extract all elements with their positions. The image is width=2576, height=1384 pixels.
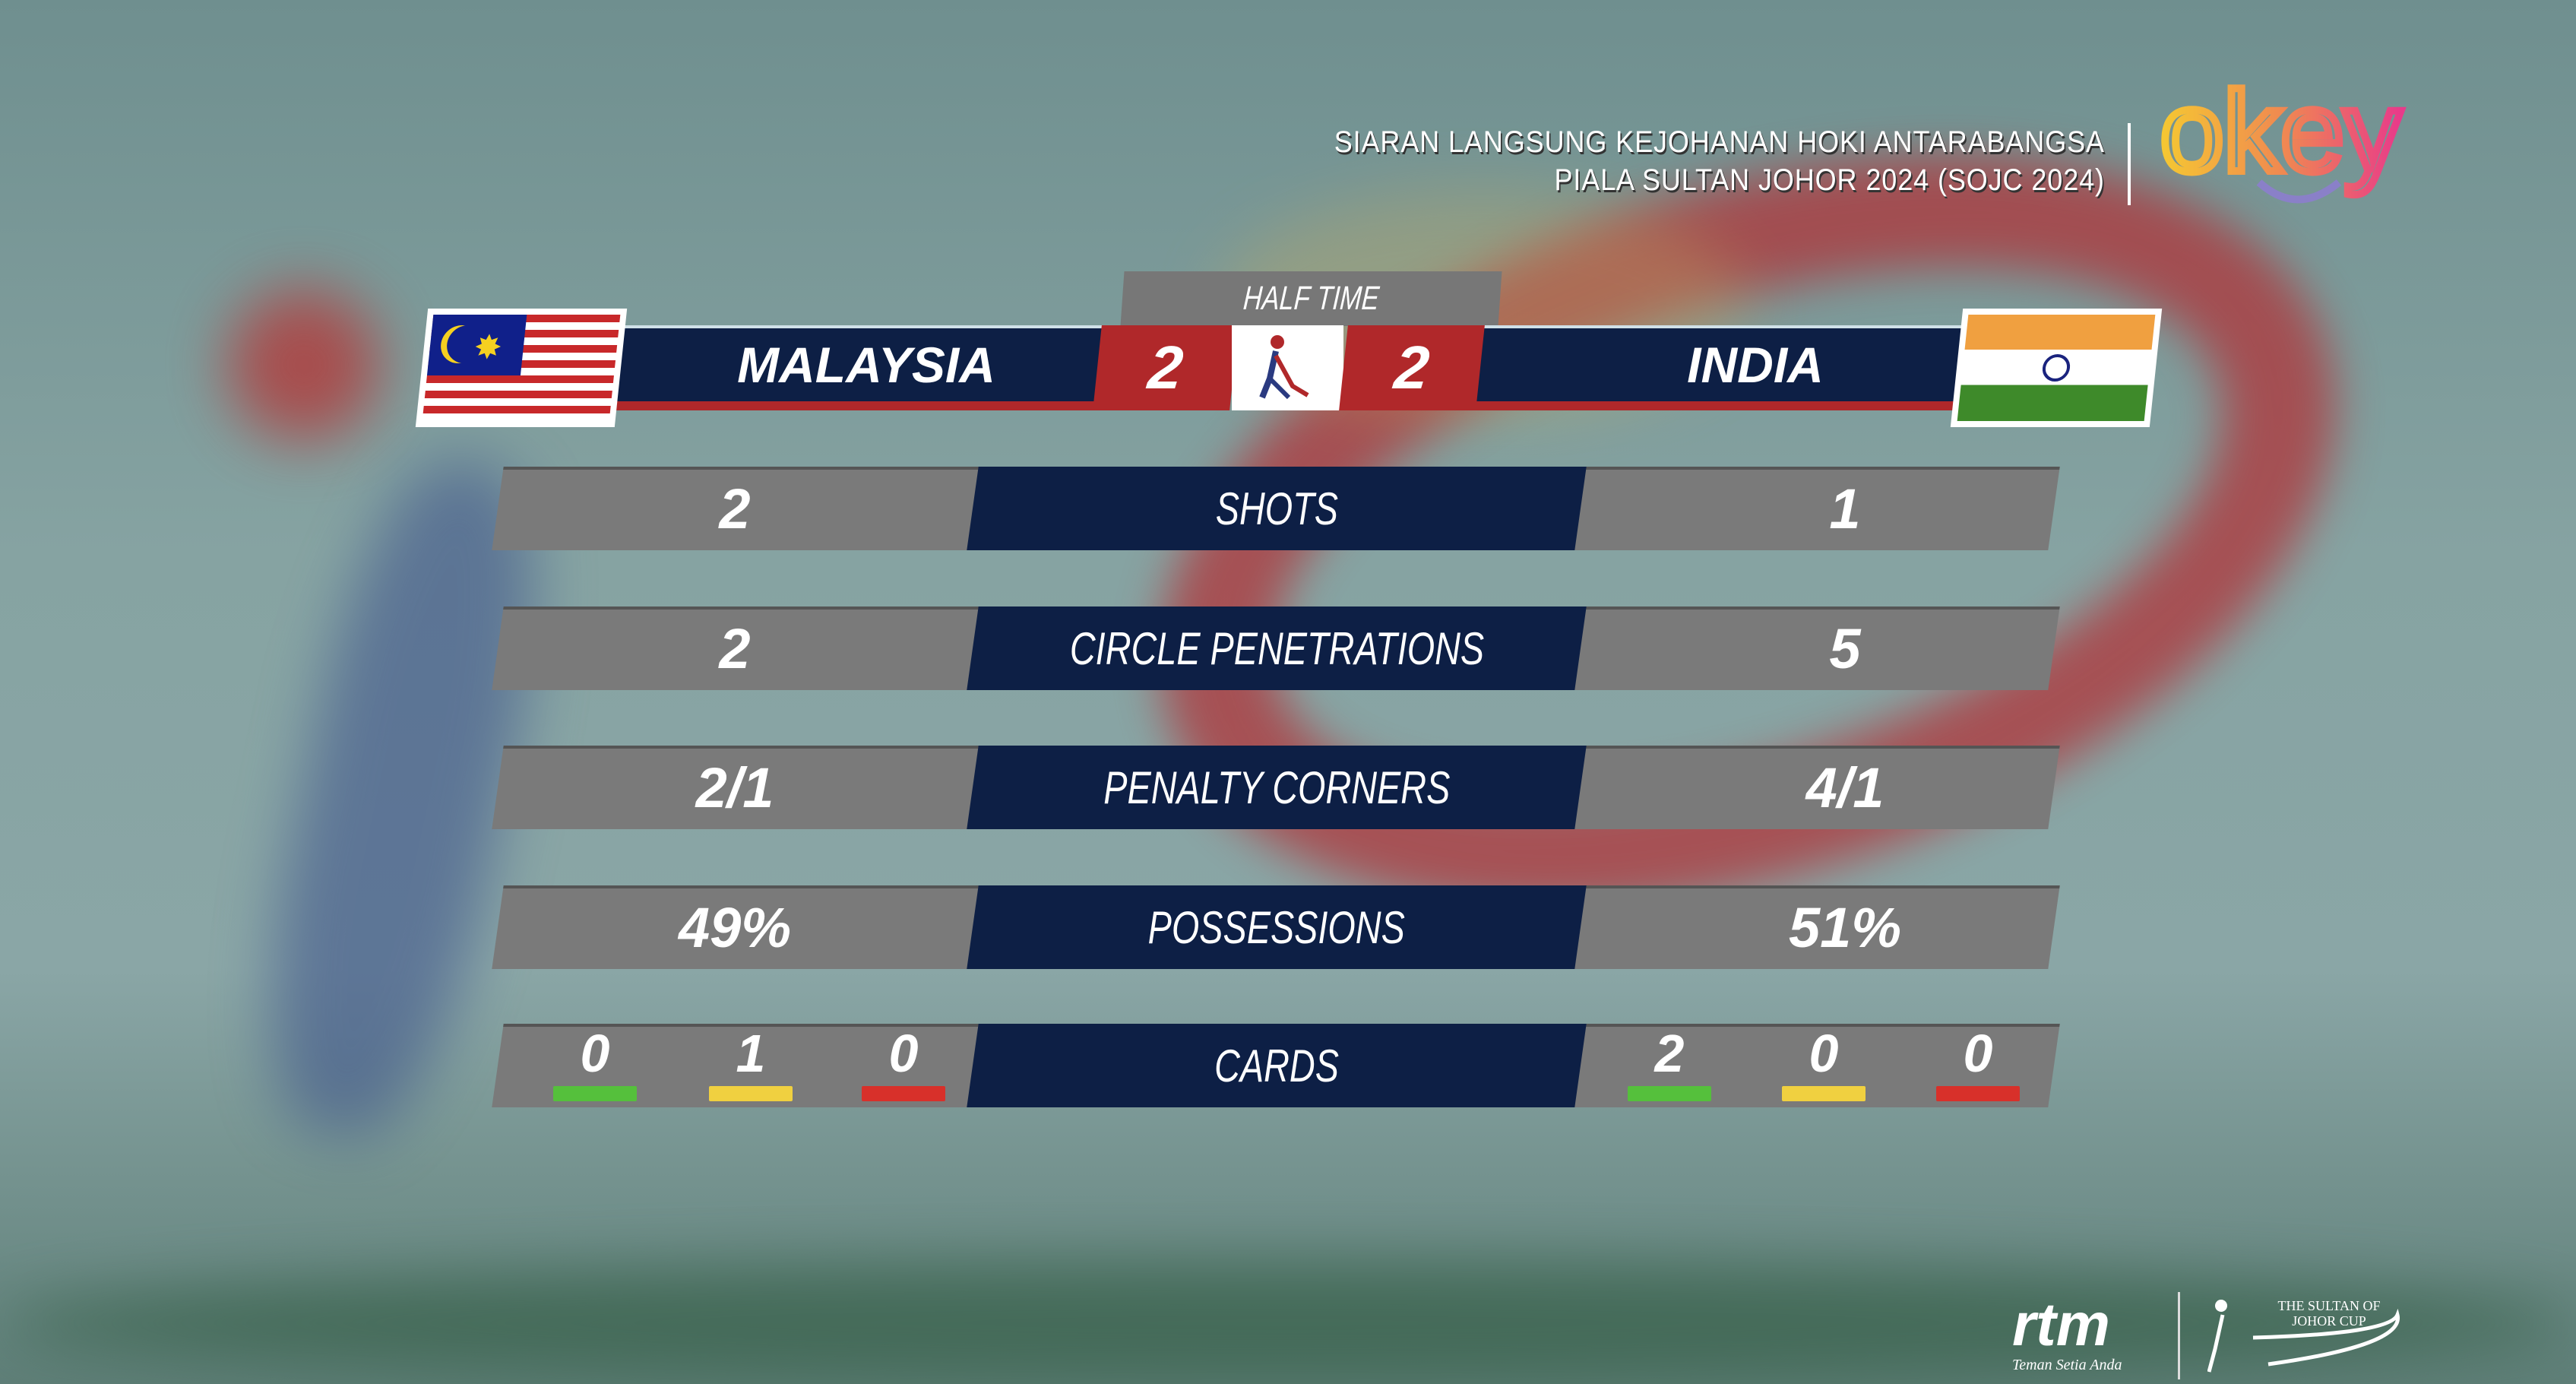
footer-divider: [2178, 1292, 2180, 1379]
rtm-logo: rtm Teman Setia Anda: [2012, 1291, 2122, 1373]
sultan-of-johor-cup-logo: THE SULTAN OF JOHOR CUP: [2207, 1292, 2413, 1379]
home-yellow-cards: 1: [736, 1024, 766, 1083]
home-green-cards: 0: [580, 1024, 610, 1083]
home-penalty-corners: 2/1: [695, 755, 774, 819]
stat-label: SHOTS: [1215, 483, 1338, 534]
away-penalty-corners: 4/1: [1805, 755, 1885, 819]
stat-label: CIRCLE PENETRATIONS: [1069, 622, 1484, 674]
stat-row-penalty-corners: 2/1 PENALTY CORNERS 4/1: [492, 746, 2060, 829]
stat-row-shots: 2 SHOTS 1: [492, 467, 2060, 550]
stat-row-circle-penetrations: 2 CIRCLE PENETRATIONS 5: [492, 606, 2060, 690]
away-shots: 1: [1829, 477, 1861, 540]
broadcast-title-line2: PIALA SULTAN JOHOR 2024 (SOJC 2024): [1554, 163, 2105, 197]
home-possession: 49%: [678, 895, 792, 959]
away-team-name: INDIA: [1687, 337, 1824, 393]
red-card-icon: [1936, 1086, 2020, 1101]
header-divider: [2128, 123, 2131, 205]
stat-row-possessions: 49% POSSESSIONS 51%: [492, 885, 2060, 969]
india-flag: [1950, 309, 2163, 427]
home-red-cards: 0: [888, 1024, 919, 1083]
yellow-card-icon: [1782, 1086, 1866, 1101]
stat-label: PENALTY CORNERS: [1103, 762, 1450, 813]
stat-label: POSSESSIONS: [1147, 901, 1406, 953]
away-score: 2: [1339, 325, 1485, 410]
away-green-cards: 2: [1654, 1024, 1685, 1083]
home-score: 2: [1093, 325, 1239, 410]
hockey-player-icon: [1232, 325, 1343, 410]
home-team-name: MALAYSIA: [737, 337, 995, 393]
malaysia-flag: ✸: [415, 309, 628, 427]
okey-channel-logo: okey: [2157, 64, 2434, 217]
home-shots: 2: [719, 477, 751, 540]
away-red-cards: 0: [1963, 1024, 1993, 1083]
broadcast-title-line1: SIARAN LANGSUNG KEJOHANAN HOKI ANTARABAN…: [1334, 125, 2105, 159]
home-circle-penetrations: 2: [719, 616, 751, 680]
stat-row-cards: CARDS 0 1 0 2 0 0: [492, 1024, 2060, 1107]
yellow-card-icon: [709, 1086, 793, 1101]
stat-label: CARDS: [1214, 1040, 1339, 1091]
green-card-icon: [553, 1086, 637, 1101]
red-card-icon: [862, 1086, 945, 1101]
period-label: HALF TIME: [1120, 271, 1502, 326]
away-yellow-cards: 0: [1809, 1024, 1839, 1083]
green-card-icon: [1628, 1086, 1711, 1101]
svg-text:okey: okey: [2160, 84, 2401, 195]
away-circle-penetrations: 5: [1829, 616, 1861, 680]
away-possession: 51%: [1788, 895, 1902, 959]
